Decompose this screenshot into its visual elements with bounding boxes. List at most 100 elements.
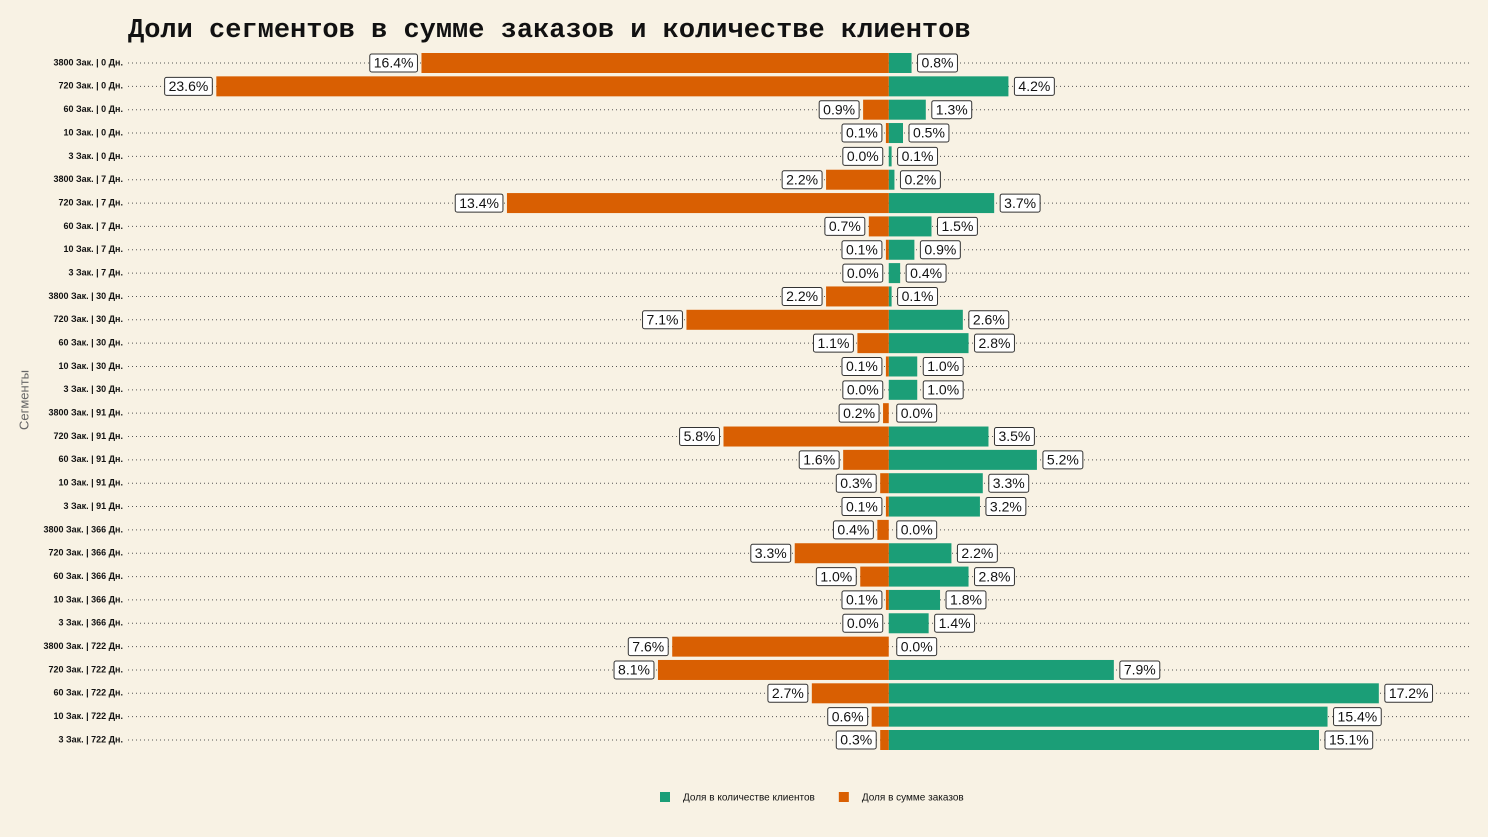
data-label-text: 0.7% — [829, 218, 861, 234]
y-tick-label: 10 Зак. | 30 Дн. — [58, 361, 123, 371]
data-label-text: 0.8% — [922, 55, 954, 71]
data-label-text: 3.5% — [998, 428, 1030, 444]
label-box — [1384, 683, 1434, 703]
label-box — [812, 333, 854, 353]
bar — [863, 99, 889, 120]
bar — [811, 683, 889, 704]
label-box — [164, 76, 213, 96]
data-label-text: 3.3% — [993, 475, 1025, 491]
label-box — [842, 613, 884, 633]
data-label-text: 0.0% — [901, 405, 933, 421]
data-label: 15.1% — [1324, 730, 1374, 750]
label-box — [908, 123, 950, 143]
data-label: 0.1% — [897, 286, 939, 306]
data-label: 1.4% — [934, 613, 976, 633]
data-label: 0.0% — [842, 146, 884, 166]
bar — [888, 309, 963, 330]
bar — [885, 496, 889, 517]
bar — [888, 706, 1328, 727]
data-label-text: 2.6% — [973, 311, 1005, 327]
label-box — [931, 100, 973, 120]
label-box — [841, 590, 883, 610]
data-label-text: 2.8% — [979, 568, 1011, 584]
data-label-text: 0.3% — [840, 732, 872, 748]
label-box — [1324, 730, 1374, 750]
label-box — [936, 216, 978, 236]
y-tick-label: 60 Зак. | 366 Дн. — [53, 571, 123, 581]
data-label-text: 3.3% — [755, 545, 787, 561]
bar — [888, 146, 892, 167]
bar — [880, 730, 889, 750]
data-label-text: 1.8% — [950, 592, 982, 608]
data-label-text: 2.7% — [772, 685, 804, 701]
label-box — [1042, 450, 1084, 470]
bar — [826, 169, 889, 190]
data-label: 0.6% — [827, 707, 869, 727]
label-box — [827, 707, 869, 727]
data-label: 1.0% — [922, 356, 964, 376]
label-box — [627, 637, 669, 657]
data-label-text: 0.0% — [901, 638, 933, 654]
data-label-text: 0.2% — [904, 171, 936, 187]
label-box — [897, 146, 939, 166]
label-box — [988, 473, 1030, 493]
data-label: 0.5% — [908, 123, 950, 143]
label-box — [934, 613, 976, 633]
data-label-text: 0.3% — [840, 475, 872, 491]
data-label-text: 0.0% — [847, 615, 879, 631]
data-label-text: 0.0% — [847, 265, 879, 281]
data-label: 2.6% — [968, 310, 1010, 330]
chart-title: Доли сегментов в сумме заказов и количес… — [128, 16, 971, 46]
label-box — [838, 403, 880, 423]
data-label-text: 0.1% — [846, 592, 878, 608]
bar — [888, 356, 918, 377]
data-label: 7.9% — [1119, 660, 1161, 680]
bar — [888, 216, 932, 237]
data-label-text: 1.0% — [927, 358, 959, 374]
data-label: 0.0% — [896, 637, 938, 657]
data-label: 3.2% — [985, 497, 1027, 517]
data-label-text: 0.4% — [910, 265, 942, 281]
data-label: 0.9% — [818, 100, 860, 120]
label-box — [841, 356, 883, 376]
bar — [888, 99, 926, 120]
data-label: 0.0% — [842, 263, 884, 283]
bar — [888, 496, 980, 517]
bar — [657, 659, 889, 680]
y-tick-label: 3800 Зак. | 0 Дн. — [53, 57, 123, 67]
bar — [885, 356, 889, 377]
data-label: 0.2% — [899, 170, 941, 190]
y-tick-label: 60 Зак. | 722 Дн. — [53, 688, 123, 698]
label-box — [781, 170, 823, 190]
data-label: 0.1% — [897, 146, 939, 166]
bar — [888, 379, 918, 400]
y-tick-label: 720 Зак. | 7 Дн. — [58, 197, 123, 207]
y-tick-label: 720 Зак. | 722 Дн. — [48, 664, 123, 674]
bar — [672, 636, 889, 657]
data-label-text: 0.0% — [901, 522, 933, 538]
data-label-text: 17.2% — [1389, 685, 1429, 701]
bar — [888, 286, 892, 307]
label-box — [613, 660, 655, 680]
data-label: 0.0% — [896, 403, 938, 423]
y-tick-label: 720 Зак. | 30 Дн. — [53, 314, 123, 324]
data-label: 0.4% — [832, 520, 874, 540]
bar — [888, 193, 995, 214]
label-box — [841, 240, 883, 260]
data-label: 0.3% — [835, 730, 877, 750]
data-label-text: 1.0% — [820, 568, 852, 584]
label-box — [922, 380, 964, 400]
data-label-text: 0.5% — [913, 125, 945, 141]
label-box — [835, 473, 877, 493]
data-label: 15.4% — [1333, 707, 1382, 727]
y-tick-label: 3800 Зак. | 366 Дн. — [43, 524, 123, 534]
label-box — [369, 53, 418, 73]
data-label: 16.4% — [369, 53, 418, 73]
data-label-text: 0.0% — [847, 148, 879, 164]
legend-label: Доля в сумме заказов — [862, 793, 964, 804]
y-tick-label: 3 Зак. | 366 Дн. — [58, 618, 123, 628]
data-label-text: 0.1% — [846, 498, 878, 514]
y-tick-label: 3800 Зак. | 722 Дн. — [43, 641, 123, 651]
data-label-text: 1.5% — [941, 218, 973, 234]
label-box — [985, 497, 1027, 517]
